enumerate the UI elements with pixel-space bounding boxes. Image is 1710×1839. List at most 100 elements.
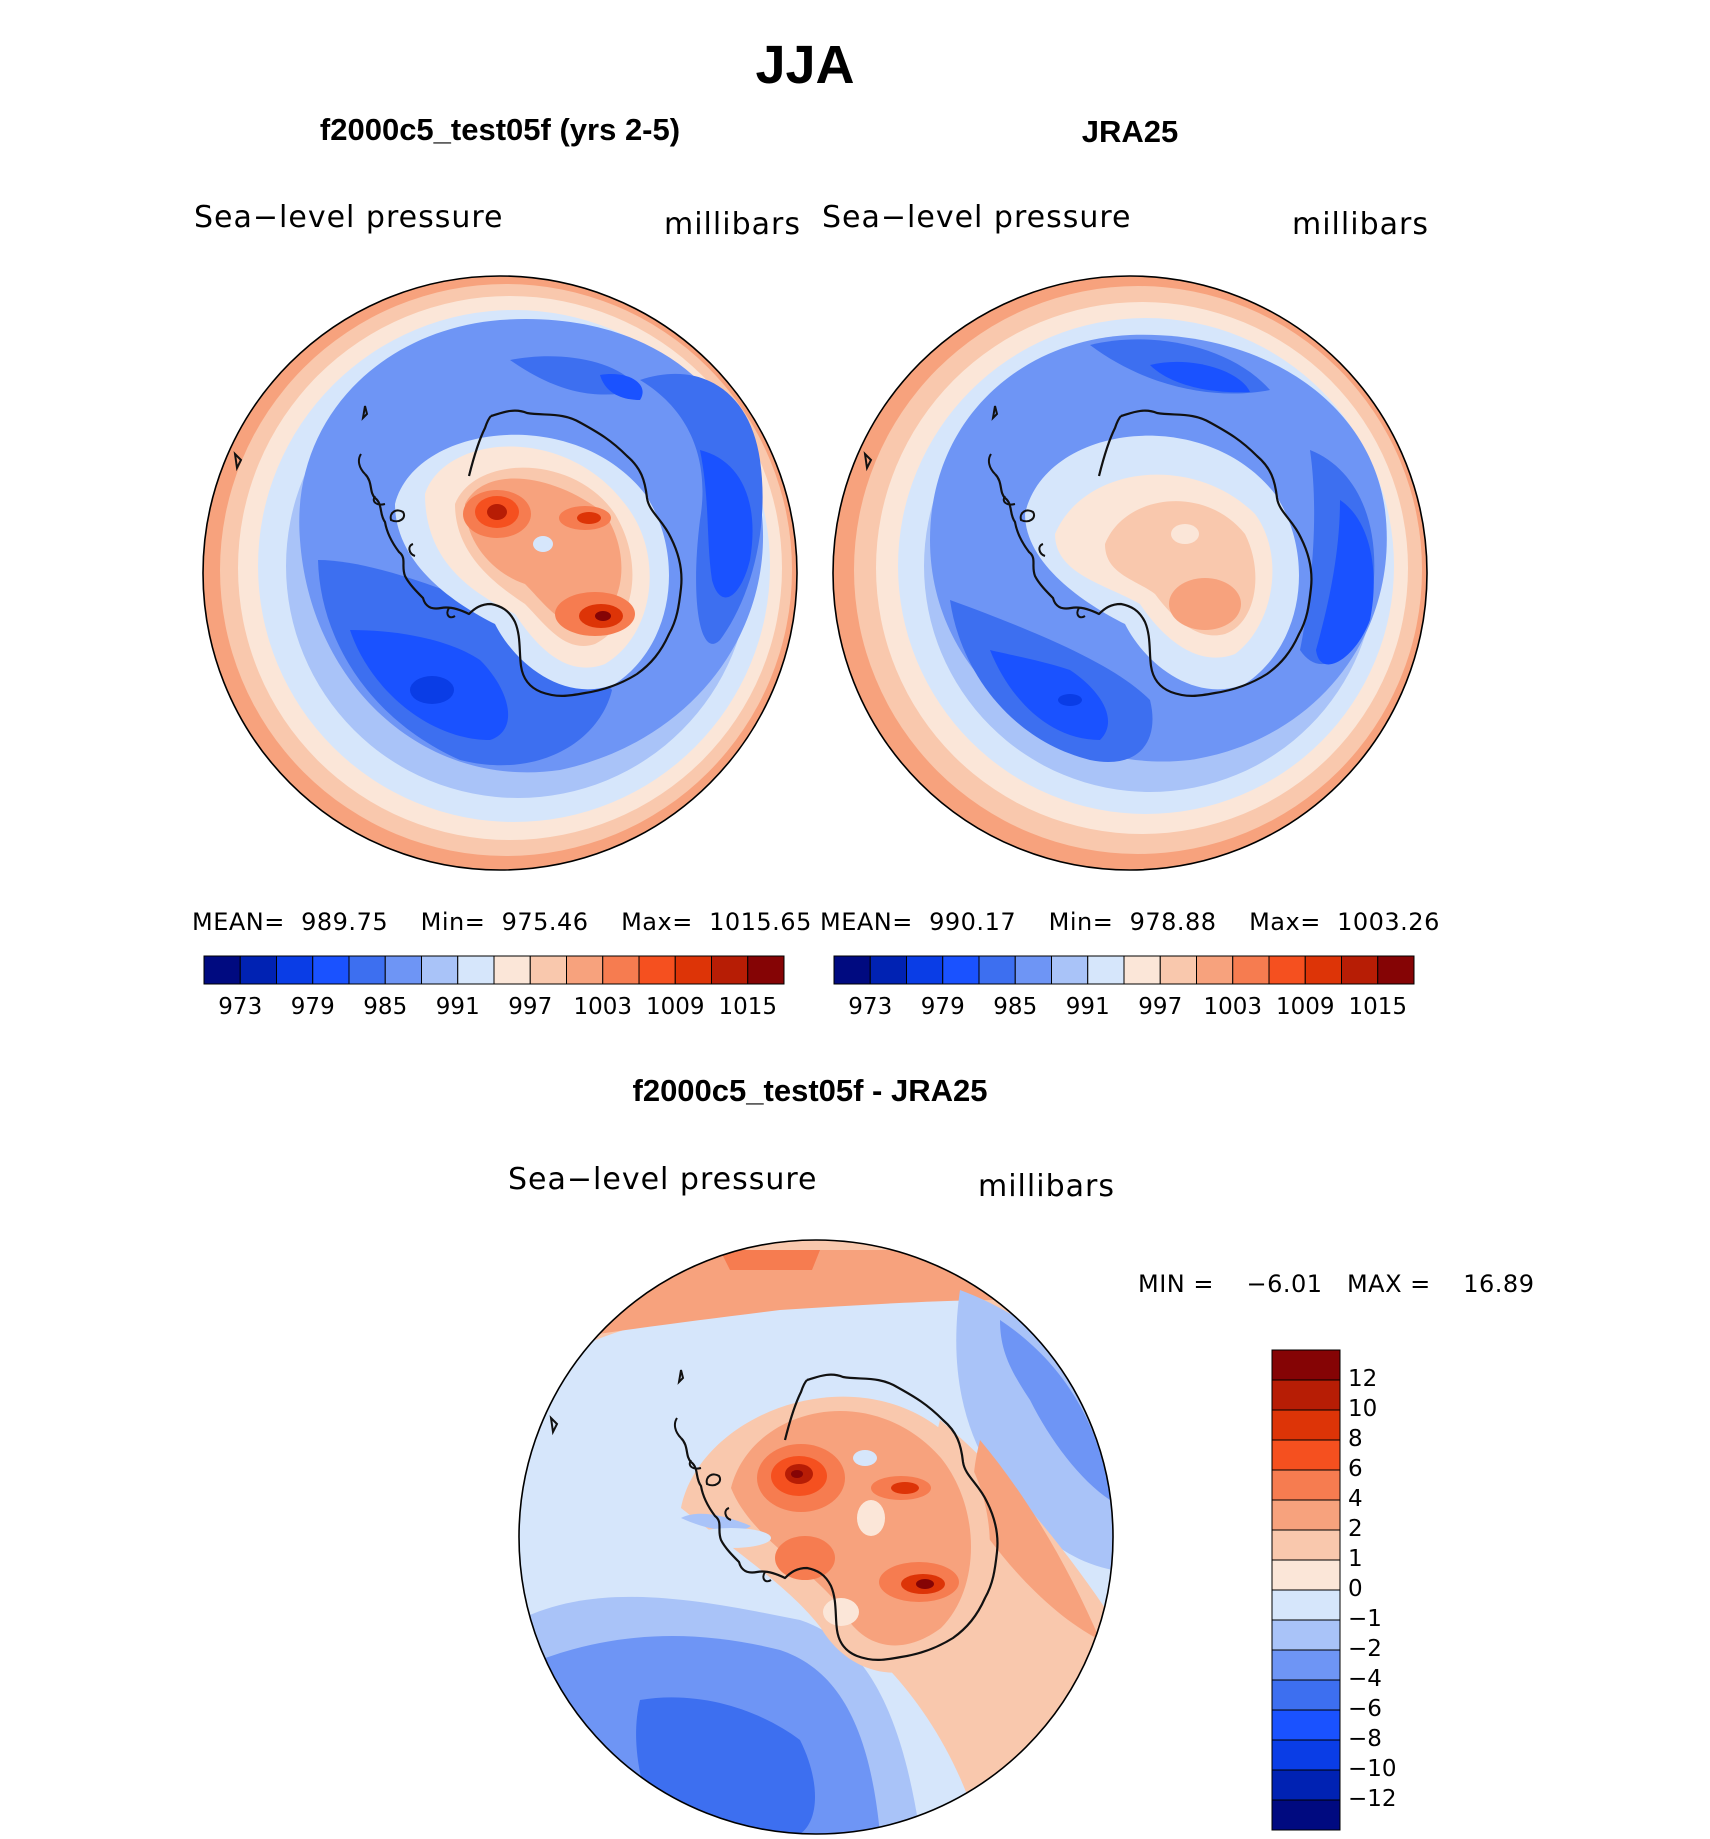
- colorbar-tick-label: 1009: [645, 994, 705, 1020]
- figure-title: JJA: [755, 35, 855, 95]
- colorbar-swatch: [1271, 1769, 1341, 1801]
- colorbar-tick-label: 991: [1065, 994, 1110, 1020]
- colorbar-obs: [833, 955, 1415, 985]
- field-band: [823, 1598, 859, 1626]
- max-value: 1003.26: [1337, 908, 1440, 936]
- field-band: [487, 504, 507, 520]
- colorbar-tick-label: 979: [920, 994, 965, 1020]
- colorbar-tick-label: 997: [1138, 994, 1183, 1020]
- field-band: [853, 1450, 877, 1466]
- colorbar-tick-label: 10: [1348, 1396, 1378, 1422]
- max-value: 1015.65: [709, 908, 812, 936]
- panel-title-diff: f2000c5_test05f - JRA25: [632, 1073, 988, 1108]
- colorbar-swatch: [384, 955, 422, 985]
- field-band: [791, 1470, 803, 1478]
- colorbar-swatch: [1377, 955, 1415, 985]
- field-band: [956, 1290, 1113, 1570]
- colorbar-tick-label: 1003: [573, 994, 633, 1020]
- colorbar-swatch: [1271, 1709, 1341, 1741]
- field-band: [410, 676, 454, 704]
- units-label-model: millibars: [664, 207, 801, 242]
- colorbar-tick-label: −10: [1348, 1756, 1397, 1782]
- colorbar-swatch: [1196, 955, 1234, 985]
- field-band: [691, 1528, 771, 1548]
- units-label-obs: millibars: [1292, 207, 1429, 242]
- colorbar-swatch: [348, 955, 386, 985]
- mean-value: 989.75: [301, 908, 389, 936]
- colorbar-swatch: [1123, 955, 1161, 985]
- max-label: MAX =: [1346, 1270, 1431, 1298]
- variable-label-diff: Sea−level pressure: [508, 1162, 818, 1197]
- field-band: [577, 512, 601, 524]
- colorbar-tick-label: 973: [848, 994, 893, 1020]
- colorbar-tick-label: 991: [435, 994, 480, 1020]
- field-band: [973, 1440, 1100, 1640]
- map-border: [518, 1239, 1114, 1835]
- colorbar-swatch: [711, 955, 749, 985]
- field-band: [990, 650, 1109, 740]
- colorbar-tick-label: −4: [1348, 1666, 1382, 1692]
- colorbar-swatch: [421, 955, 459, 985]
- colorbar-diff: [1271, 1349, 1341, 1831]
- map-border: [832, 275, 1428, 871]
- panel-title-model: f2000c5_test05f (yrs 2-5): [319, 112, 681, 147]
- map-obs: [833, 276, 1427, 870]
- field-band: [857, 1500, 885, 1536]
- field-band: [519, 1460, 640, 1590]
- colorbar-swatch: [1268, 955, 1306, 985]
- colorbar-swatch: [1271, 1739, 1341, 1771]
- mean-label: MEAN=: [192, 908, 285, 936]
- min-label: Min=: [1048, 908, 1114, 936]
- min-value: 978.88: [1129, 908, 1217, 936]
- min-value: 975.46: [501, 908, 589, 936]
- colorbar-tick-label: −2: [1348, 1636, 1382, 1662]
- colorbar-swatch: [869, 955, 907, 985]
- colorbar-swatch: [1271, 1559, 1341, 1591]
- colorbar-swatch: [1014, 955, 1052, 985]
- colorbar-tick-label: 979: [290, 994, 335, 1020]
- mean-value: 990.17: [929, 908, 1017, 936]
- field-band: [1171, 524, 1199, 544]
- min-label: Min=: [420, 908, 486, 936]
- colorbar-swatch: [529, 955, 567, 985]
- colorbar-swatch: [1271, 1439, 1341, 1471]
- field-band: [533, 536, 553, 552]
- colorbar-tick-label: 1015: [718, 994, 778, 1020]
- min-value: −6.01: [1246, 1270, 1323, 1298]
- colorbar-swatch: [1271, 1379, 1341, 1411]
- colorbar-tick-label: 1009: [1275, 994, 1335, 1020]
- field-band: [1000, 1320, 1110, 1500]
- units-label-diff: millibars: [978, 1169, 1115, 1204]
- colorbar-tick-label: −1: [1348, 1606, 1382, 1632]
- colorbar-tick-label: 1: [1348, 1546, 1363, 1572]
- stats-diff: MIN = −6.01 MAX = 16.89: [1138, 1270, 1534, 1298]
- colorbar-tick-label: −12: [1348, 1786, 1397, 1812]
- colorbar-swatch: [1051, 955, 1089, 985]
- colorbar-swatch: [239, 955, 277, 985]
- colorbar-tick-label: 1003: [1203, 994, 1263, 1020]
- mean-label: MEAN=: [820, 908, 913, 936]
- colorbar-swatch: [312, 955, 350, 985]
- colorbar-tick-label: 997: [508, 994, 553, 1020]
- colorbar-swatch: [1271, 1799, 1341, 1831]
- variable-label-obs: Sea−level pressure: [822, 200, 1132, 235]
- colorbar-swatch: [602, 955, 640, 985]
- colorbar-tick-label: 0: [1348, 1576, 1363, 1602]
- variable-label-model: Sea−level pressure: [194, 200, 504, 235]
- colorbar-swatch: [833, 955, 871, 985]
- field-band: [1058, 694, 1082, 706]
- stats-model: MEAN= 989.75 Min= 975.46 Max= 1015.65: [192, 908, 812, 936]
- colorbar-swatch: [1341, 955, 1379, 985]
- colorbar-tick-label: 6: [1348, 1456, 1363, 1482]
- panel-title-obs: JRA25: [1081, 114, 1179, 149]
- colorbar-tick-label: 4: [1348, 1486, 1363, 1512]
- field-band: [775, 1536, 835, 1580]
- colorbar-swatch: [1271, 1499, 1341, 1531]
- max-label: Max=: [1249, 908, 1321, 936]
- colorbar-swatch: [1271, 1619, 1341, 1651]
- colorbar-swatch: [493, 955, 531, 985]
- colorbar-swatch: [978, 955, 1016, 985]
- colorbar-swatch: [942, 955, 980, 985]
- field-band: [891, 1482, 919, 1494]
- colorbar-swatch: [1271, 1349, 1341, 1381]
